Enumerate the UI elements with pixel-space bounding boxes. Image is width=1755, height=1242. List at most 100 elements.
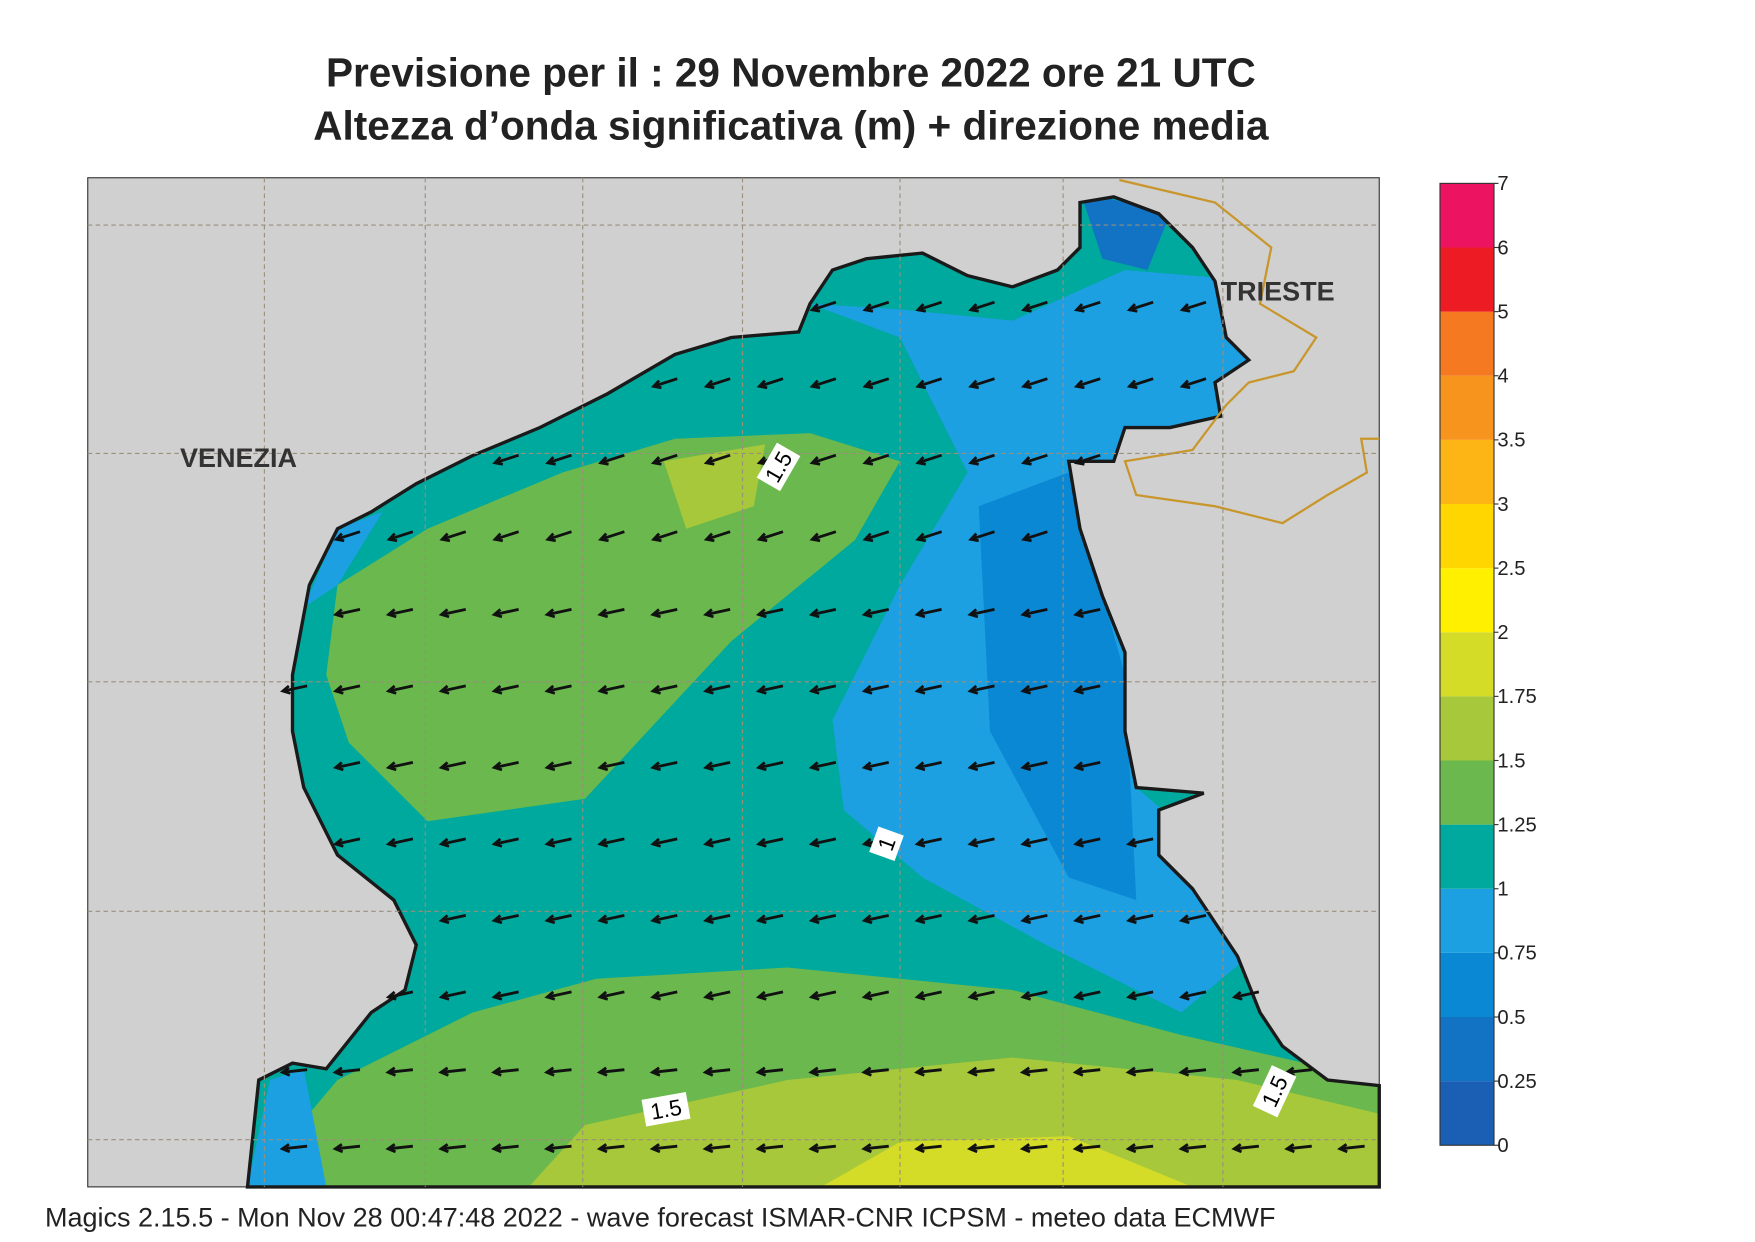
arrow-head (1019, 1143, 1031, 1154)
arrow-head (808, 837, 820, 848)
colorbar-band (1440, 888, 1494, 953)
arrow-shaft (864, 990, 890, 999)
colorbar-band (1440, 632, 1494, 697)
arrow-head (1072, 1066, 1084, 1077)
arrow-head (438, 761, 450, 772)
arrow-shaft (440, 1068, 466, 1074)
arrow-shaft (1182, 300, 1207, 312)
arrow-head (439, 532, 451, 543)
direction-arrows (279, 300, 1365, 1154)
arrow-head (914, 761, 926, 772)
arrow-head (650, 608, 661, 619)
arrow-shaft (811, 530, 837, 541)
arrow-shaft (1234, 1144, 1260, 1151)
colorbar-label: 6 (1497, 237, 1508, 259)
arrow-head (755, 837, 767, 848)
arrow-head (755, 761, 767, 772)
arrow-shaft (758, 1144, 784, 1151)
arrow-head (385, 1143, 397, 1154)
arrow-head (756, 532, 768, 543)
arrow-head (1231, 1143, 1243, 1154)
city-label: VENEZIA (180, 443, 297, 473)
arrow-shaft (282, 1068, 308, 1074)
arrow-shaft (969, 1144, 995, 1151)
arrow-shaft (494, 914, 519, 922)
arrow-head (966, 1066, 978, 1077)
arrow-head (1073, 379, 1085, 390)
arrow-head (597, 608, 609, 619)
arrow-head (1020, 761, 1032, 772)
arrow-head (1126, 303, 1138, 313)
arrow-shaft (494, 684, 519, 693)
arrow-head (967, 684, 979, 695)
arrow-shaft (1286, 1144, 1312, 1151)
arrow-head (915, 532, 927, 543)
arrow-head (967, 837, 979, 848)
arrow-shaft (599, 914, 625, 922)
arrow-shaft (652, 1068, 678, 1074)
colorbar-band (1440, 824, 1494, 889)
arrow-shaft (705, 761, 731, 769)
arrow-shaft (969, 608, 995, 616)
arrow-head (385, 1066, 397, 1077)
colorbar-label: 0.75 (1497, 943, 1536, 965)
arrow-shaft (1022, 914, 1048, 922)
arrow-shaft (600, 453, 625, 465)
arrow-head (1126, 914, 1137, 925)
arrow-head (385, 990, 397, 1001)
arrow-shaft (335, 684, 361, 693)
arrow-head (1020, 608, 1032, 619)
arrow-shaft (1128, 837, 1154, 846)
arrow-shaft (811, 608, 837, 616)
arrow-shaft (811, 837, 837, 846)
arrow-shaft (811, 684, 837, 693)
arrow-head (967, 761, 979, 772)
arrow-shaft (1075, 914, 1101, 922)
arrow-shaft (811, 453, 837, 465)
arrow-shaft (1023, 453, 1048, 465)
arrow-shaft (546, 1068, 572, 1074)
arrow-shaft (546, 684, 572, 693)
arrow-shaft (916, 1144, 942, 1151)
arrow-shaft (1181, 1144, 1207, 1151)
arrow-shaft (1129, 377, 1154, 388)
colorbar-label: 7 (1497, 173, 1508, 195)
arrow-head (1179, 379, 1191, 390)
colorbar-band (1440, 311, 1494, 376)
arrow-head (915, 303, 927, 313)
arrow-head (333, 532, 345, 543)
arrow-shaft (494, 530, 520, 541)
arrow-head (809, 303, 821, 313)
arrow-shaft (653, 453, 678, 465)
border (1119, 178, 1380, 525)
arrow-head (703, 837, 714, 848)
arrow-head (702, 1066, 714, 1077)
colorbar-band (1440, 183, 1494, 248)
arrow-shaft (282, 1144, 308, 1151)
arrow-shaft (758, 1068, 784, 1074)
arrow-shaft (917, 530, 943, 541)
arrow-head (649, 1143, 661, 1154)
colorbar-label: 1.5 (1497, 750, 1525, 772)
arrow-head (650, 914, 661, 925)
arrow-head (544, 914, 556, 925)
arrow-head (1125, 1066, 1137, 1077)
arrow-head (544, 990, 556, 1001)
arrow-shaft (388, 608, 414, 616)
arrow-head (597, 837, 609, 848)
arrow-head (861, 914, 873, 925)
arrow-head (438, 837, 450, 848)
arrow-shaft (1181, 914, 1207, 922)
arrow-head (544, 608, 556, 619)
arrow-head (1073, 608, 1084, 619)
arrow-shaft (1022, 684, 1048, 693)
arrow-shaft (811, 300, 837, 312)
arrow-head (1126, 837, 1137, 848)
arrow-shaft (1075, 761, 1101, 769)
arrow-shaft (1234, 990, 1260, 999)
colorbar-label: 0 (1497, 1135, 1508, 1157)
arrow-shaft (705, 1068, 731, 1074)
arrow-shaft (546, 608, 572, 616)
arrow-head (915, 456, 927, 466)
arrow-head (808, 608, 820, 619)
